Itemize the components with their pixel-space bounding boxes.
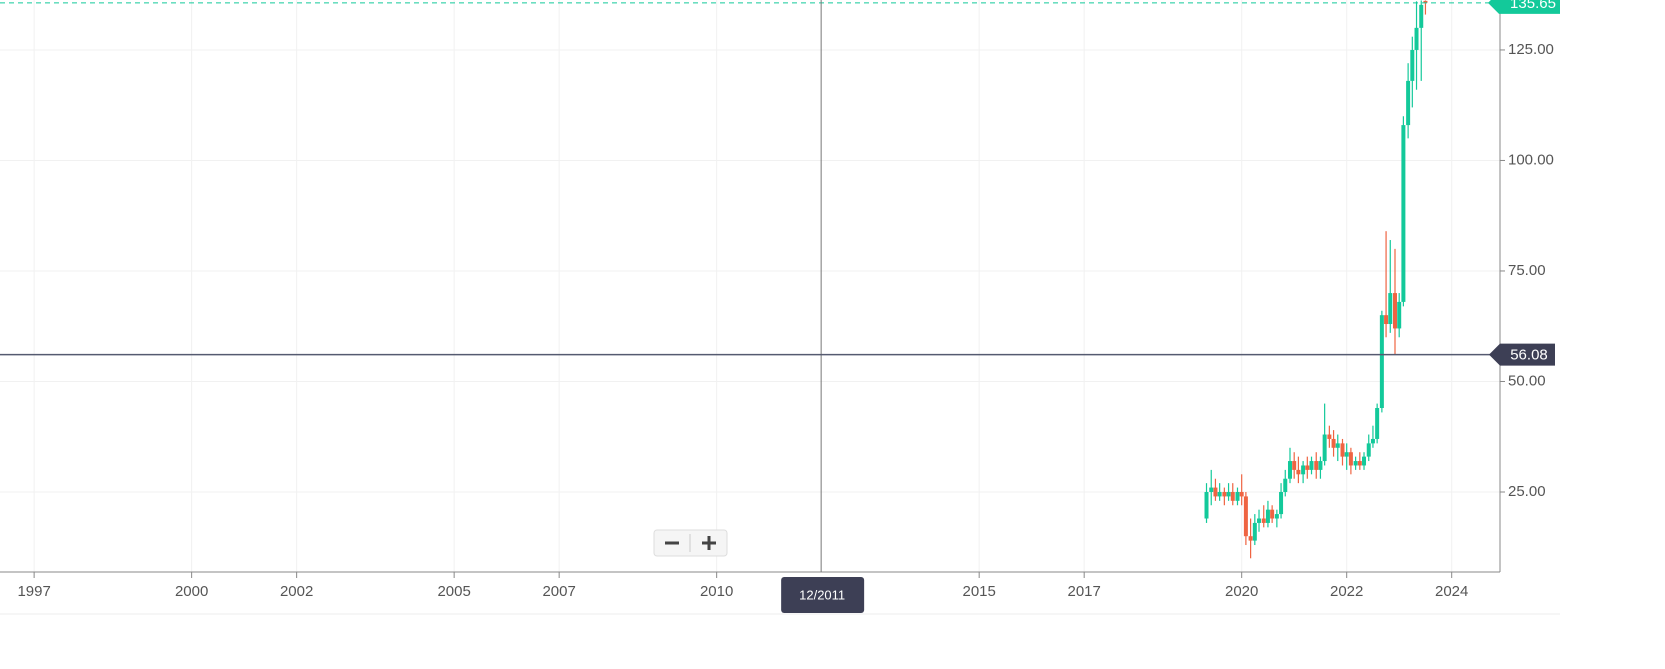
candle-body bbox=[1318, 461, 1323, 470]
x-tick-label: 2000 bbox=[175, 583, 208, 600]
x-tick-label: 2022 bbox=[1330, 583, 1363, 600]
candle-body bbox=[1370, 438, 1375, 444]
last-price-label: 135.65 bbox=[1510, 0, 1556, 12]
candle-body bbox=[1235, 491, 1240, 501]
crosshair-y-label: 56.08 bbox=[1510, 347, 1548, 364]
candle-body bbox=[1217, 491, 1222, 497]
candle-body bbox=[1340, 443, 1345, 457]
crosshair-y-tag bbox=[1489, 343, 1555, 366]
candle-body bbox=[1257, 518, 1262, 523]
candle-body bbox=[1239, 491, 1244, 497]
candle-body bbox=[1265, 509, 1270, 523]
candle-body bbox=[1384, 315, 1389, 325]
crosshair-x-tag bbox=[781, 577, 865, 613]
candle-body bbox=[1344, 452, 1349, 457]
x-tick-label: 2020 bbox=[1225, 583, 1258, 600]
candle-body bbox=[1406, 80, 1411, 126]
candle-body bbox=[1309, 461, 1314, 470]
candle-body bbox=[1392, 293, 1397, 329]
candle-body bbox=[1270, 509, 1275, 519]
y-tick-label: 25.00 bbox=[1508, 483, 1546, 500]
candle-body bbox=[1348, 452, 1353, 466]
candles bbox=[1204, 0, 1428, 559]
candle-body bbox=[1243, 496, 1248, 537]
x-tick-label: 1997 bbox=[17, 583, 50, 600]
candle-body bbox=[1419, 4, 1424, 28]
y-tick-label: 100.00 bbox=[1508, 151, 1554, 168]
y-tick-label: 50.00 bbox=[1508, 372, 1546, 389]
x-tick-label: 2007 bbox=[542, 583, 575, 600]
candle-body bbox=[1230, 491, 1235, 501]
candle-body bbox=[1401, 125, 1406, 302]
candle-body bbox=[1388, 293, 1393, 325]
candle-body bbox=[1366, 443, 1371, 457]
x-tick-label: 2017 bbox=[1067, 583, 1100, 600]
candle-body bbox=[1204, 491, 1209, 519]
candle-body bbox=[1327, 434, 1332, 439]
candle-body bbox=[1283, 478, 1288, 492]
candle-body bbox=[1301, 465, 1306, 475]
candle-body bbox=[1261, 518, 1266, 523]
y-tick-label: 125.00 bbox=[1508, 41, 1554, 58]
candle-body bbox=[1222, 491, 1227, 497]
candle-body bbox=[1357, 461, 1362, 466]
candle-body bbox=[1362, 456, 1367, 466]
candle-body bbox=[1296, 469, 1301, 475]
candle-body bbox=[1322, 434, 1327, 462]
candle-body bbox=[1279, 491, 1284, 515]
candle-body bbox=[1287, 461, 1292, 479]
grid bbox=[0, 0, 1505, 578]
candle-body bbox=[1213, 487, 1218, 497]
candle-body bbox=[1314, 461, 1319, 470]
x-tick-label: 2010 bbox=[700, 583, 733, 600]
zoom-controls bbox=[653, 529, 728, 557]
candle-body bbox=[1226, 491, 1231, 497]
candle-body bbox=[1423, 0, 1428, 3]
candle-body bbox=[1252, 522, 1257, 541]
candle-body bbox=[1305, 465, 1310, 470]
candle-body bbox=[1410, 49, 1415, 81]
candle-body bbox=[1248, 536, 1253, 541]
x-tick-label: 2015 bbox=[962, 583, 995, 600]
candle-body bbox=[1375, 408, 1380, 439]
candle-body bbox=[1379, 315, 1384, 409]
candle-body bbox=[1331, 438, 1336, 448]
candle-body bbox=[1209, 487, 1214, 492]
crosshair-x-label: 12/2011 bbox=[799, 587, 845, 602]
candle-body bbox=[1274, 514, 1279, 519]
candle-body bbox=[1414, 27, 1419, 50]
y-tick-label: 75.00 bbox=[1508, 262, 1546, 279]
x-tick-label: 2005 bbox=[437, 583, 470, 600]
candle-body bbox=[1397, 301, 1402, 329]
crosshair: 135.65 12/2011 56.08 bbox=[0, 0, 1560, 613]
x-tick-label: 2024 bbox=[1435, 583, 1468, 600]
candle-body bbox=[1353, 461, 1358, 466]
candle-body bbox=[1335, 443, 1340, 448]
last-price-tag bbox=[1488, 0, 1560, 14]
candle-body bbox=[1292, 461, 1297, 470]
x-tick-label: 2002 bbox=[280, 583, 313, 600]
